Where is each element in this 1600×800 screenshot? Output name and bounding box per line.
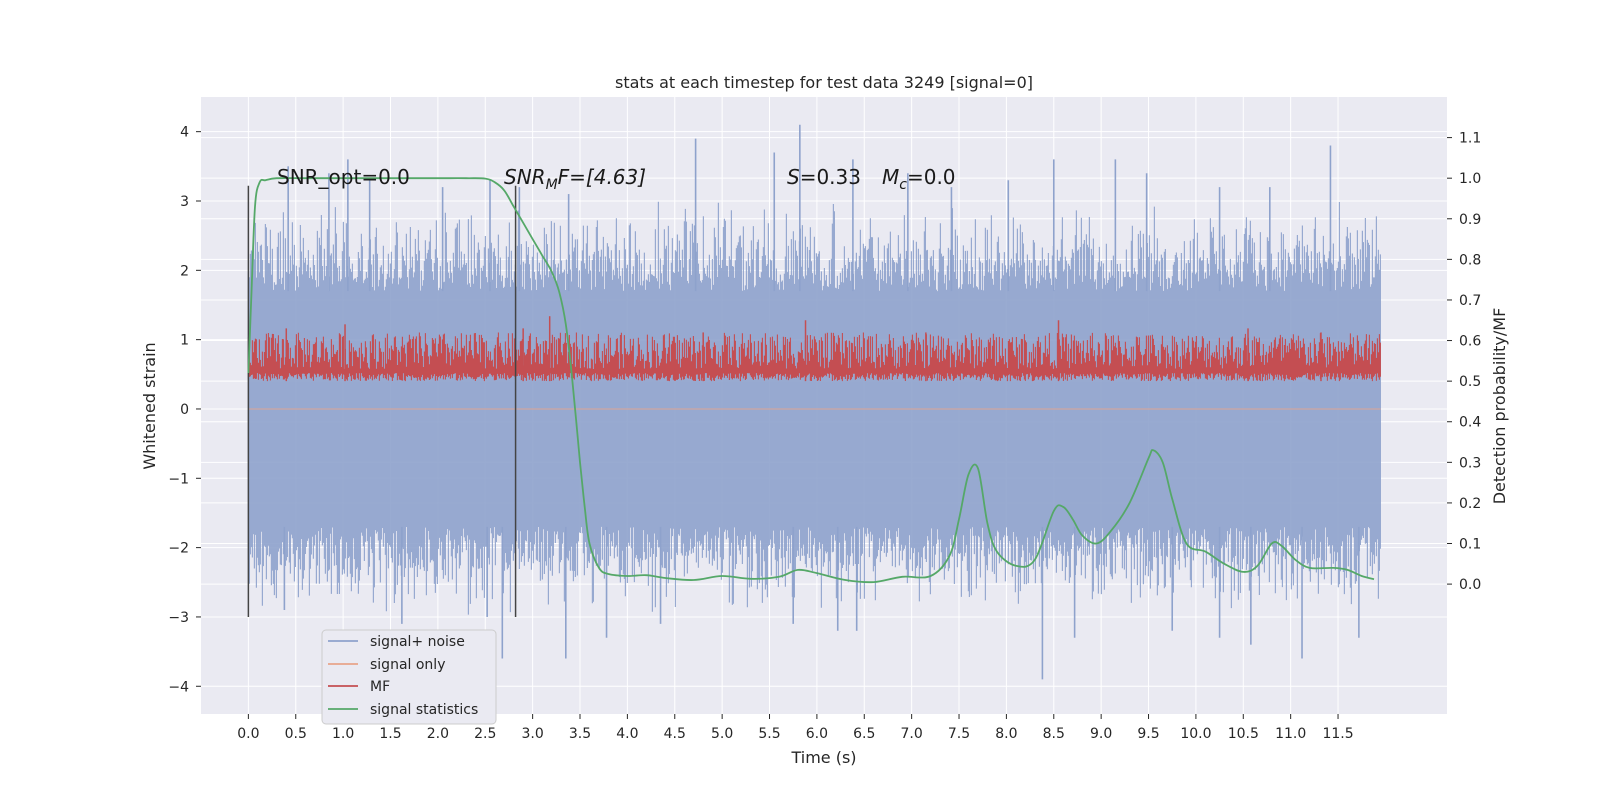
mc-annotation: Mc=0.0 (882, 165, 956, 193)
x-tick-label: 2.0 (427, 726, 449, 742)
x-tick-label: 2.5 (474, 726, 496, 742)
legend-label-mf: MF (370, 679, 390, 695)
y-right-tick-label: 0.8 (1459, 252, 1481, 268)
s-value: =0.33 (800, 165, 861, 189)
mc-subscript: c (899, 177, 907, 193)
y-right-tick-label: 0.1 (1459, 537, 1481, 553)
mc-label: M (882, 165, 899, 189)
x-tick-label: 8.0 (995, 726, 1017, 742)
signal-statistics-series (247, 177, 1375, 584)
signal-noise-series (247, 124, 1381, 680)
y-right-tick-label: 0.9 (1459, 212, 1481, 228)
x-tick-label: 9.5 (1137, 726, 1159, 742)
y-axis-left-ticks: 4 3 2 1 0 −1 −2 −3 −4 (168, 125, 201, 695)
x-tick-label: 1.0 (332, 726, 354, 742)
x-tick-label: 10.0 (1180, 726, 1211, 742)
y-axis-left-label: Whitened strain (140, 342, 159, 469)
legend-label-signal-statistics: signal statistics (370, 702, 478, 718)
y-right-tick-label: 0.3 (1459, 455, 1481, 471)
x-axis-ticks: 0.0 0.5 1.0 1.5 2.0 2.5 3.0 3.5 4.0 4.5 5.0 5.5 6.0 6… (237, 714, 1354, 742)
x-tick-label: 8.5 (1043, 726, 1065, 742)
x-tick-label: 5.5 (758, 726, 780, 742)
x-tick-label: 6.0 (806, 726, 828, 742)
y-right-tick-label: 0.0 (1459, 577, 1481, 593)
y-left-tick-label: 2 (180, 263, 189, 279)
snr-mf-subscript: M (546, 177, 558, 193)
snr-mf-suffix: F=[4.63] (558, 165, 646, 189)
y-axis-right-ticks: 1.1 1.0 0.9 0.8 0.7 0.6 0.5 0.4 0.3 0.2 0.1 0.0 (1447, 131, 1481, 593)
s-label: S (787, 165, 800, 189)
x-tick-label: 3.0 (522, 726, 544, 742)
y-right-tick-label: 1.1 (1459, 131, 1481, 147)
snr-mf-annotation: SNRMF=[4.63] (504, 165, 646, 193)
y-left-tick-label: 4 (180, 125, 189, 141)
y-left-tick-label: −1 (168, 471, 189, 487)
x-tick-label: 6.5 (853, 726, 875, 742)
y-right-tick-label: 1.0 (1459, 171, 1481, 187)
y-right-tick-label: 0.5 (1459, 374, 1481, 390)
mc-value: =0.0 (907, 165, 956, 189)
y-left-tick-label: 3 (180, 194, 189, 210)
y-left-tick-label: −3 (168, 610, 189, 626)
y-right-tick-label: 0.2 (1459, 496, 1481, 512)
y-left-tick-label: 0 (180, 402, 189, 418)
y-right-tick-label: 0.6 (1459, 334, 1481, 350)
y-left-tick-label: −4 (168, 679, 189, 695)
x-tick-label: 5.0 (711, 726, 733, 742)
vertical-markers (247, 185, 517, 617)
x-tick-label: 11.0 (1275, 726, 1306, 742)
x-tick-label: 0.5 (285, 726, 307, 742)
signal-statistics-curve (247, 177, 1375, 584)
legend: signal+ noise signal only MF signal stat… (321, 629, 497, 725)
snr-opt-annotation: SNR_opt=0.0 (277, 165, 410, 189)
y-right-tick-label: 0.4 (1459, 415, 1481, 431)
x-tick-label: 9.0 (1090, 726, 1112, 742)
x-tick-label: 0.0 (237, 726, 259, 742)
y-left-tick-label: 1 (180, 333, 189, 349)
chart-title: stats at each timestep for test data 324… (615, 73, 1033, 92)
x-tick-label: 7.5 (948, 726, 970, 742)
x-tick-label: 4.0 (616, 726, 638, 742)
y-left-tick-label: −2 (168, 541, 189, 557)
y-axis-right-label: Detection probability/MF (1490, 308, 1509, 505)
snr-mf-prefix: SNR (504, 165, 546, 189)
mf-series (247, 316, 1381, 382)
legend-label-signal-noise: signal+ noise (370, 634, 465, 650)
x-tick-label: 7.0 (901, 726, 923, 742)
s-annotation: S=0.33 (787, 165, 861, 189)
x-tick-label: 10.5 (1228, 726, 1259, 742)
x-tick-label: 1.5 (379, 726, 401, 742)
x-tick-label: 11.5 (1322, 726, 1353, 742)
x-tick-label: 3.5 (569, 726, 591, 742)
y-right-tick-label: 0.7 (1459, 293, 1481, 309)
x-axis-label: Time (s) (790, 748, 856, 767)
legend-box (321, 629, 497, 725)
legend-label-signal-only: signal only (370, 657, 445, 673)
x-tick-label: 4.5 (664, 726, 686, 742)
